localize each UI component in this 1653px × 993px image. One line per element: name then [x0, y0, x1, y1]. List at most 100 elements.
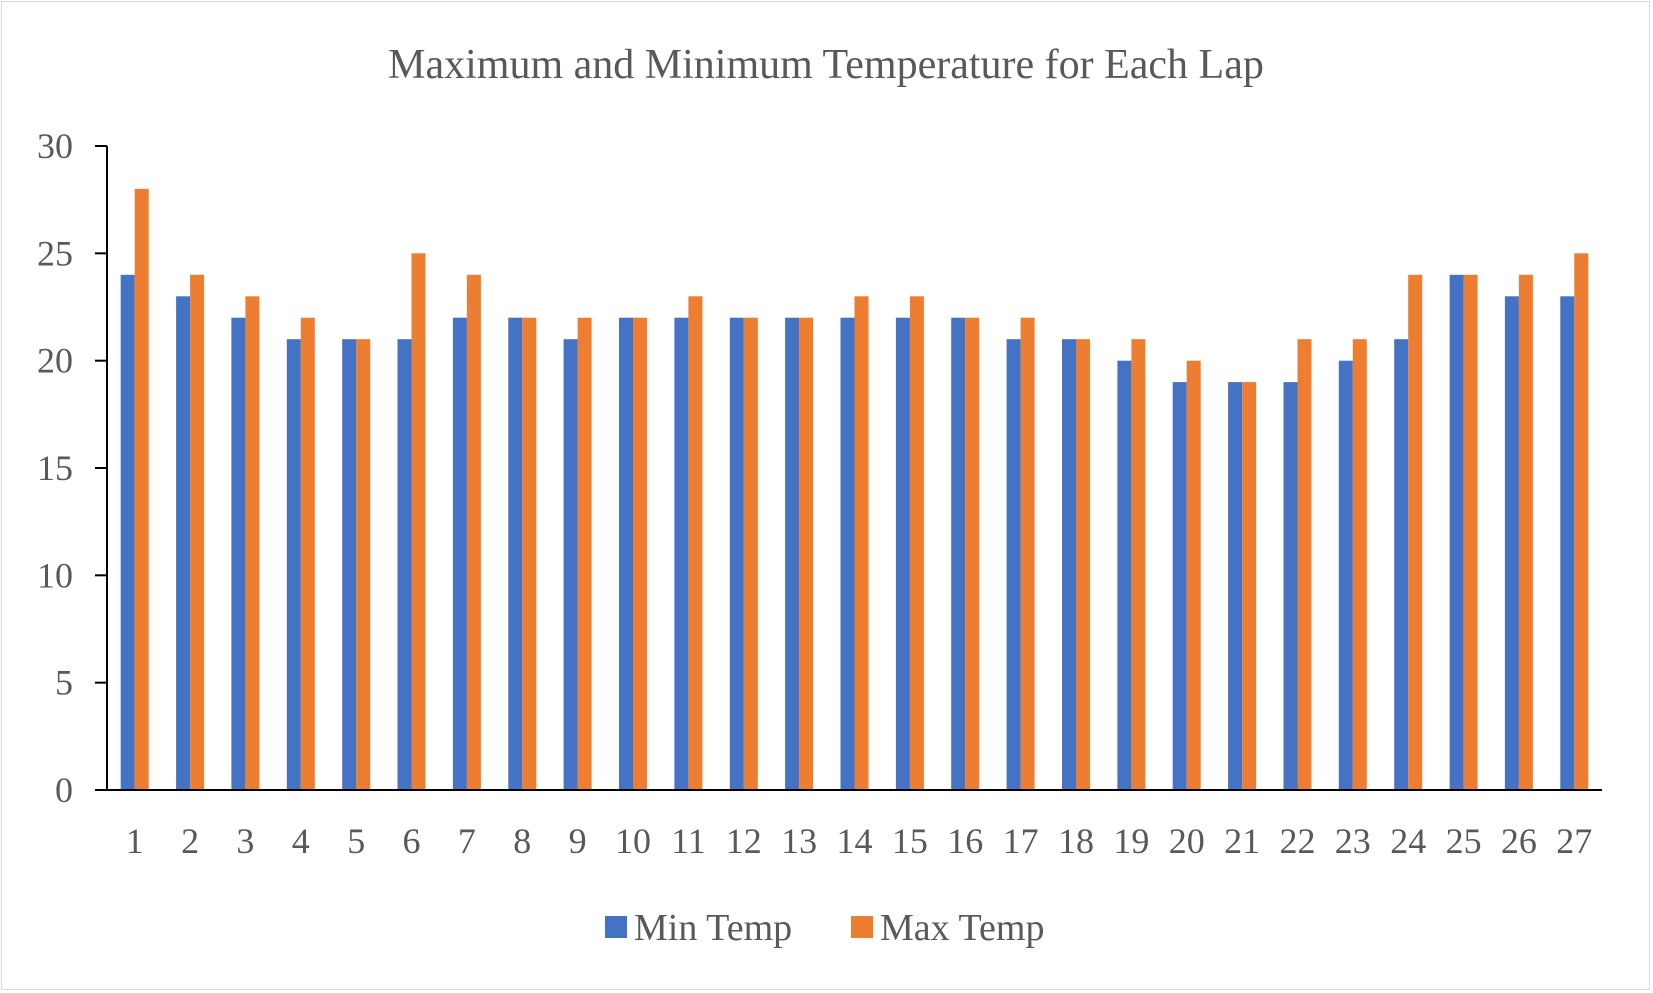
- y-tick-label-20: 20: [37, 341, 73, 381]
- y-tick-labels: 0 5 10 15 20 25 30: [37, 126, 73, 810]
- bar-max-16: [965, 317, 980, 790]
- bar-min-2: [176, 296, 191, 790]
- x-tick-label-14: 14: [837, 821, 873, 861]
- axes-group: [95, 145, 1602, 791]
- x-tick-label-26: 26: [1501, 821, 1537, 861]
- bar-min-22: [1283, 382, 1298, 790]
- bar-min-3: [231, 317, 246, 790]
- bar-max-18: [1076, 339, 1090, 790]
- bar-max-20: [1186, 360, 1201, 790]
- bar-max-12: [743, 317, 758, 790]
- bar-max-2: [190, 274, 205, 790]
- y-tick-label-30: 30: [37, 126, 73, 166]
- x-tick-label-16: 16: [947, 821, 983, 861]
- legend-swatch-max: [851, 916, 873, 938]
- bar-min-18: [1062, 339, 1076, 790]
- legend-label-min: Min Temp: [634, 907, 792, 949]
- bar-min-14: [840, 317, 855, 790]
- bar-max-25: [1463, 274, 1478, 790]
- bar-max-1: [134, 188, 149, 790]
- legend-swatch-min: [605, 916, 627, 938]
- bar-min-5: [342, 339, 357, 790]
- x-tick-label-9: 9: [569, 821, 587, 861]
- x-tick-label-4: 4: [292, 821, 310, 861]
- bar-min-13: [785, 317, 800, 790]
- bar-max-21: [1242, 382, 1257, 790]
- bar-min-8: [508, 317, 523, 790]
- y-tick-label-25: 25: [37, 233, 73, 273]
- bar-max-27: [1574, 253, 1589, 791]
- bar-max-17: [1020, 317, 1035, 790]
- x-tick-label-23: 23: [1335, 821, 1371, 861]
- bar-max-8: [522, 317, 537, 790]
- bar-min-10: [619, 317, 633, 790]
- bar-min-4: [286, 339, 301, 790]
- bar-max-9: [577, 317, 592, 790]
- x-tick-label-7: 7: [458, 821, 476, 861]
- bar-min-21: [1228, 382, 1243, 790]
- bar-max-6: [411, 253, 426, 791]
- bar-min-16: [951, 317, 966, 790]
- x-tick-label-18: 18: [1058, 821, 1094, 861]
- x-tick-label-13: 13: [781, 821, 817, 861]
- bar-min-20: [1172, 382, 1187, 790]
- x-tick-label-19: 19: [1113, 821, 1149, 861]
- x-tick-label-11: 11: [671, 821, 706, 861]
- bar-max-23: [1352, 339, 1367, 790]
- x-tick-label-6: 6: [403, 821, 421, 861]
- x-tick-label-8: 8: [513, 821, 531, 861]
- bar-min-9: [563, 339, 578, 790]
- x-tick-label-27: 27: [1556, 821, 1592, 861]
- y-tick-label-0: 0: [55, 770, 73, 810]
- x-tick-label-20: 20: [1169, 821, 1205, 861]
- bar-max-11: [688, 296, 703, 790]
- bar-max-14: [854, 296, 869, 790]
- bar-max-26: [1518, 274, 1533, 790]
- bars-group: [120, 188, 1589, 791]
- legend-label-max: Max Temp: [880, 907, 1044, 949]
- bar-max-24: [1408, 274, 1423, 790]
- bar-max-19: [1131, 339, 1146, 790]
- x-tick-label-21: 21: [1224, 821, 1260, 861]
- y-tick-label-5: 5: [55, 663, 73, 703]
- bar-min-15: [895, 317, 910, 790]
- bar-min-19: [1117, 360, 1132, 790]
- bar-max-7: [466, 274, 481, 790]
- x-tick-label-2: 2: [181, 821, 199, 861]
- bar-max-10: [633, 317, 647, 790]
- x-tick-label-17: 17: [1003, 821, 1039, 861]
- bar-max-5: [356, 339, 371, 790]
- chart-title: Maximum and Minimum Temperature for Each…: [388, 42, 1264, 88]
- bar-max-3: [245, 296, 260, 790]
- bar-min-12: [729, 317, 744, 790]
- legend: Min Temp Max Temp: [605, 907, 1044, 949]
- bar-min-23: [1338, 360, 1353, 790]
- x-tick-label-24: 24: [1390, 821, 1426, 861]
- bar-min-11: [674, 317, 689, 790]
- bar-min-25: [1449, 274, 1464, 790]
- x-tick-labels: 1 2 3 4 5 6 7 8 9 10 11 12 13 14 15 16 17 18 19 20 21 22 23 24 2…: [126, 821, 1593, 861]
- bar-max-4: [300, 317, 315, 790]
- x-tick-label-1: 1: [126, 821, 144, 861]
- y-tick-label-10: 10: [37, 555, 73, 595]
- bar-max-22: [1297, 339, 1312, 790]
- bar-min-26: [1504, 296, 1519, 790]
- x-tick-label-22: 22: [1280, 821, 1316, 861]
- y-tick-label-15: 15: [37, 448, 73, 488]
- x-tick-label-15: 15: [892, 821, 928, 861]
- x-tick-label-25: 25: [1446, 821, 1482, 861]
- bar-min-27: [1560, 296, 1575, 790]
- x-tick-label-3: 3: [236, 821, 254, 861]
- bar-max-13: [799, 317, 814, 790]
- bar-max-15: [909, 296, 924, 790]
- x-tick-label-5: 5: [347, 821, 365, 861]
- x-tick-label-12: 12: [726, 821, 762, 861]
- bar-min-7: [452, 317, 467, 790]
- bar-min-24: [1394, 339, 1409, 790]
- x-tick-label-10: 10: [615, 821, 651, 861]
- bar-min-17: [1006, 339, 1021, 790]
- bar-min-1: [120, 274, 135, 790]
- bar-min-6: [397, 339, 412, 790]
